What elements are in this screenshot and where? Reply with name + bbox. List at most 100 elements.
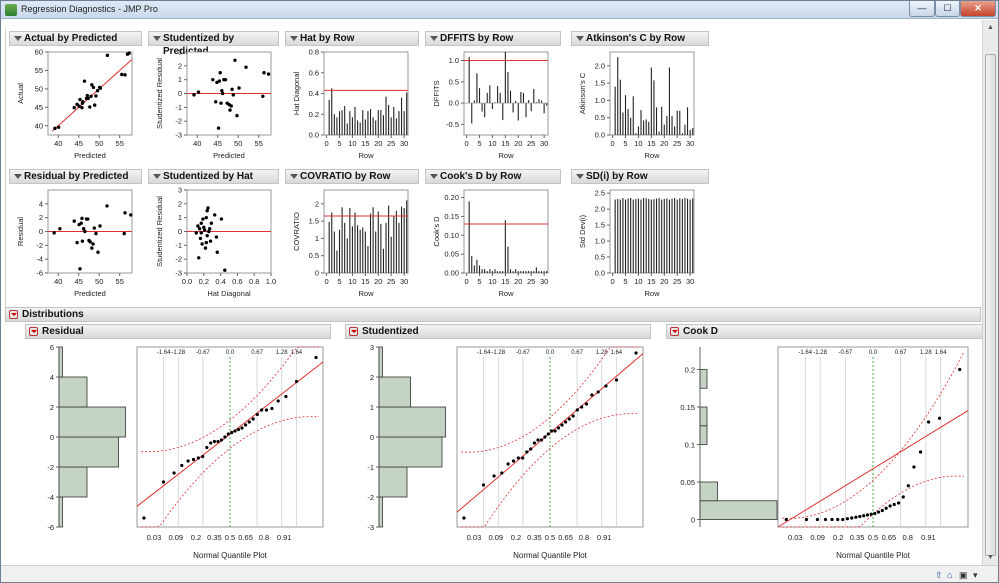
x-tick-label: 15 — [361, 277, 369, 286]
probability-label: 0.8 — [259, 533, 269, 542]
red-triangle-menu-icon[interactable] — [9, 310, 18, 319]
x-tick-label: 20 — [514, 139, 522, 148]
red-triangle-menu-icon[interactable] — [29, 327, 38, 336]
plot-frame — [47, 51, 133, 136]
disclosure-triangle-icon[interactable] — [290, 36, 298, 41]
disclosure-triangle-icon[interactable] — [14, 36, 22, 41]
qq-point — [196, 456, 200, 460]
plot-header[interactable]: Cook's D by Row — [425, 169, 561, 184]
x-tick-label: 5 — [623, 139, 627, 148]
plot-header[interactable]: Studentized by Predicted — [148, 31, 279, 57]
maximize-button[interactable]: ☐ — [935, 1, 960, 17]
disclosure-triangle-icon[interactable] — [430, 36, 438, 41]
y-tick-label: -2 — [175, 255, 182, 264]
y-tick-label: 4 — [39, 199, 43, 208]
y-tick-label: 0.0 — [309, 131, 319, 140]
disclosure-triangle-icon[interactable] — [14, 174, 22, 179]
quantile-label: 0.67 — [251, 350, 263, 356]
plot-header[interactable]: Atkinson's C by Row — [571, 31, 709, 46]
y-tick-label: 2 — [370, 373, 374, 382]
y-tick-label: 2 — [50, 403, 54, 412]
data-point — [58, 227, 62, 231]
qq-point — [539, 438, 544, 442]
vertical-scrollbar[interactable]: ▲ ▼ — [982, 20, 998, 565]
scroll-down-icon[interactable]: ▼ — [987, 554, 994, 561]
data-point — [208, 239, 213, 243]
qq-point — [869, 512, 873, 516]
x-tick-label: 5 — [477, 277, 481, 286]
distributions-header[interactable]: Distributions — [5, 307, 981, 322]
minimize-button[interactable]: — — [909, 1, 935, 17]
y-tick-label: 1 — [178, 75, 182, 84]
x-tick-label: 10 — [348, 139, 356, 148]
scroll-thumb[interactable] — [985, 54, 996, 556]
qq-point — [251, 417, 255, 421]
plot-header[interactable]: Studentized by Hat — [148, 169, 279, 184]
x-tick-label: 30 — [540, 139, 548, 148]
data-point — [209, 221, 214, 225]
data-point — [200, 242, 204, 246]
data-point — [207, 227, 212, 231]
disclosure-triangle-icon[interactable] — [153, 174, 161, 179]
histogram-bar — [699, 369, 708, 389]
data-point — [202, 228, 207, 232]
y-tick-label: 0.0 — [595, 131, 605, 140]
probability-label: 0.35 — [850, 533, 865, 542]
data-point — [213, 213, 217, 217]
chevron-down-icon[interactable]: ▾ — [973, 570, 978, 580]
confidence-band — [140, 346, 319, 453]
distributions-title: Distributions — [22, 309, 84, 320]
probability-label: 0.5 — [868, 533, 878, 542]
probability-label: 0.5 — [225, 533, 235, 542]
data-point — [95, 89, 100, 93]
qq-point — [845, 517, 850, 521]
data-point — [233, 58, 237, 62]
y-tick-label: 0.2 — [309, 110, 319, 119]
quantile-label: -1.64 — [157, 350, 171, 356]
plot-header[interactable]: Hat by Row — [285, 31, 419, 46]
probability-label: 0.91 — [921, 533, 936, 542]
normal-fit-line — [456, 353, 644, 513]
data-point — [196, 224, 200, 228]
qq-point — [284, 394, 288, 399]
disclosure-triangle-icon[interactable] — [576, 36, 584, 41]
qq-point — [492, 474, 496, 478]
x-tick-label: 0.4 — [215, 277, 225, 286]
plot-header[interactable]: COVRATIO by Row — [285, 169, 419, 184]
plot-title: SD(i) by Row — [586, 171, 648, 182]
qq-point — [172, 471, 176, 475]
plot-canvas: 3 2 1 0 -1 -2 -3 Studentized Residual Predicted 4… — [155, 48, 272, 160]
x-tick-label: 15 — [647, 277, 655, 286]
navigate-up-icon[interactable]: ⇧ — [935, 570, 943, 580]
home-icon[interactable]: ⌂ — [947, 570, 953, 580]
data-point — [72, 219, 76, 223]
disclosure-triangle-icon[interactable] — [290, 174, 298, 179]
disclosure-triangle-icon[interactable] — [576, 174, 584, 179]
x-tick-label: 0.8 — [249, 277, 259, 286]
plot-header[interactable]: DFFITS by Row — [425, 31, 561, 46]
distribution-header[interactable]: Cook D — [666, 324, 984, 339]
data-point — [56, 125, 61, 129]
qq-point — [536, 438, 540, 442]
qq-point — [850, 516, 854, 520]
distribution-header[interactable]: Studentized — [345, 324, 651, 339]
layout-icon[interactable]: ▣ — [959, 570, 968, 580]
red-triangle-menu-icon[interactable] — [670, 327, 679, 336]
red-triangle-menu-icon[interactable] — [349, 327, 358, 336]
qq-point — [958, 367, 962, 372]
x-axis-label: Predicted — [74, 289, 106, 298]
qq-point — [906, 484, 910, 488]
data-point — [91, 85, 96, 90]
data-point — [261, 94, 265, 98]
scroll-up-icon[interactable]: ▲ — [987, 24, 994, 31]
qq-point — [896, 501, 901, 505]
close-button[interactable]: ✕ — [960, 1, 996, 17]
confidence-band — [460, 346, 639, 453]
plot-header[interactable]: Actual by Predicted — [9, 31, 142, 46]
plot-header[interactable]: SD(i) by Row — [571, 169, 709, 184]
distribution-header[interactable]: Residual — [25, 324, 331, 339]
disclosure-triangle-icon[interactable] — [430, 174, 438, 179]
disclosure-triangle-icon[interactable] — [153, 36, 161, 41]
qq-point — [142, 516, 146, 520]
plot-header[interactable]: Residual by Predicted — [9, 169, 142, 184]
